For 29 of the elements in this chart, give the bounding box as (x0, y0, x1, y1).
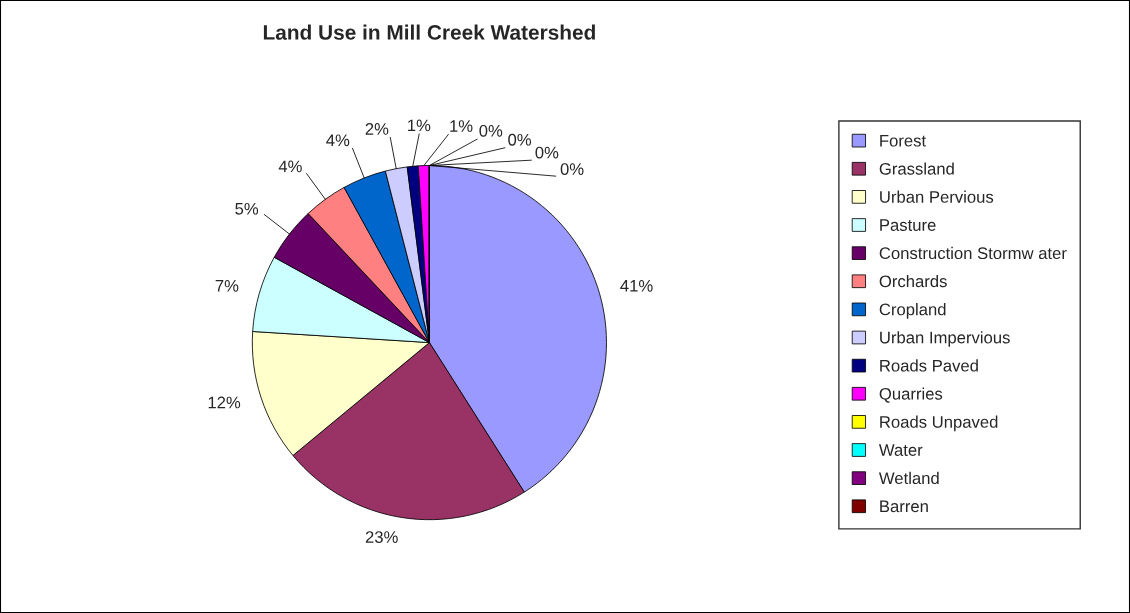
legend-label: Roads Unpaved (880, 415, 998, 432)
text: 0% (508, 133, 532, 146)
legend-label: Wetland (878, 471, 939, 485)
legend-label: Pasture (880, 219, 936, 231)
data-label: 1% (450, 120, 473, 132)
legend-label: Water (878, 444, 923, 456)
legend-label: Roads Paved (880, 359, 978, 372)
text: 0% (535, 146, 559, 159)
text: 0% (560, 163, 584, 175)
data-label: 7% (215, 280, 239, 292)
legend-label: Orchards (879, 274, 947, 288)
legend-label: Barren (880, 500, 928, 513)
text: 0% (479, 124, 503, 137)
legend-label: Quarries (879, 387, 943, 403)
chart-title: Land Use in Mill Creek Watershed (263, 24, 595, 40)
data-label: 4% (278, 160, 302, 173)
legend-label: Urban Pervious (880, 190, 994, 203)
legend-label: Forest (880, 134, 926, 147)
data-label: 23% (365, 531, 398, 543)
legend-label: Construction Stormw ater (879, 246, 1067, 260)
data-label: 5% (235, 202, 259, 215)
data-label: 12% (208, 396, 241, 409)
legend-label: Grassland (879, 162, 954, 175)
data-label: 4% (326, 134, 350, 147)
data-label: 1% (408, 119, 431, 132)
data-label: 41% (620, 280, 653, 292)
legend-label: Cropland (879, 303, 946, 319)
legend-label: Urban Impervious (880, 331, 1010, 347)
data-label: 2% (365, 123, 389, 135)
